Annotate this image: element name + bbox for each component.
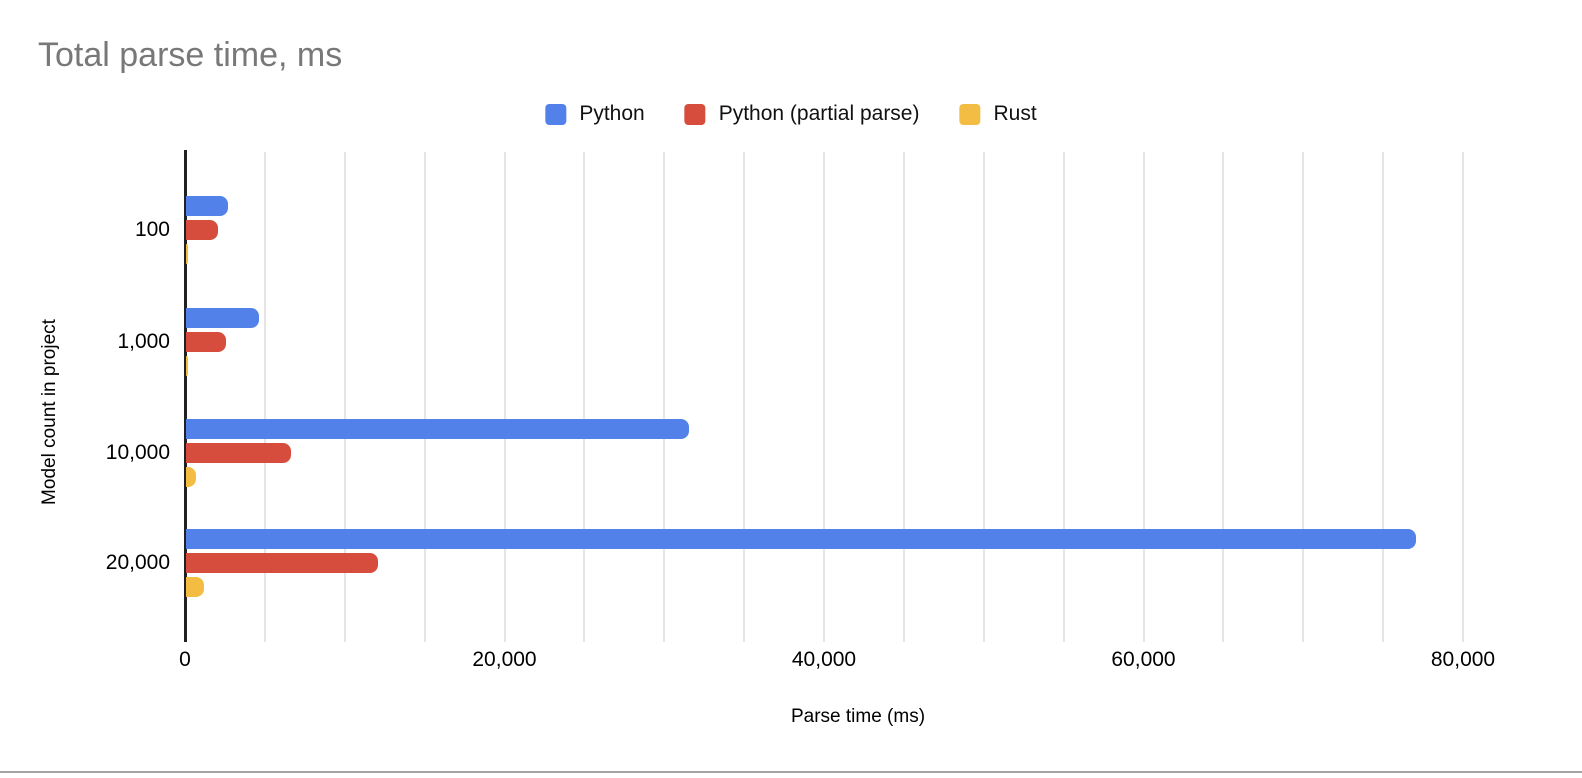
gridline bbox=[1302, 152, 1305, 642]
gridline bbox=[423, 152, 426, 642]
legend-item: Python (partial parse) bbox=[684, 102, 920, 126]
legend-item: Python bbox=[545, 102, 645, 126]
bar-python-partial-parse-10000 bbox=[186, 443, 292, 463]
chart-title: Total parse time, ms bbox=[38, 36, 343, 74]
x-tick-label: 40,000 bbox=[791, 648, 857, 671]
x-tick-label: 0 bbox=[179, 648, 191, 671]
x-tick-label: 80,000 bbox=[1430, 648, 1496, 671]
gridline bbox=[823, 152, 825, 642]
x-axis-title: Parse time (ms) bbox=[790, 706, 926, 727]
page-divider bbox=[0, 771, 1582, 773]
y-category-label: 10,000 bbox=[105, 441, 170, 464]
y-axis-title: Model count in project bbox=[39, 319, 60, 505]
bar-python-partial-parse-1000 bbox=[186, 332, 226, 352]
legend-label: Python (partial parse) bbox=[718, 102, 920, 125]
y-category-label: 1,000 bbox=[117, 330, 170, 353]
bar-rust-1000 bbox=[186, 356, 189, 376]
bar-rust-20000 bbox=[186, 577, 204, 597]
gridline bbox=[1462, 152, 1464, 642]
gridline bbox=[1142, 152, 1145, 642]
gridline bbox=[1382, 152, 1385, 642]
legend-swatch-icon bbox=[684, 103, 706, 125]
gridline bbox=[663, 152, 666, 642]
bar-rust-10000 bbox=[186, 467, 197, 487]
x-tick-label: 20,000 bbox=[472, 648, 537, 671]
y-axis-line bbox=[184, 150, 187, 642]
y-category-label: 20,000 bbox=[105, 551, 170, 574]
bar-python-10000 bbox=[186, 419, 690, 439]
gridline bbox=[743, 152, 746, 642]
bar-python-20000 bbox=[186, 529, 1417, 549]
legend-item: Rust bbox=[959, 102, 1037, 126]
bar-python-1000 bbox=[186, 308, 260, 328]
y-category-label: 100 bbox=[134, 218, 170, 241]
gridline bbox=[503, 152, 506, 642]
bar-python-100 bbox=[186, 196, 228, 216]
bar-python-partial-parse-20000 bbox=[186, 553, 378, 573]
gridline bbox=[263, 152, 266, 642]
x-tick-label: 60,000 bbox=[1111, 648, 1176, 671]
bar-rust-100 bbox=[186, 244, 188, 264]
legend: Python Python (partial parse) Rust bbox=[545, 102, 1037, 126]
bar-python-partial-parse-100 bbox=[186, 220, 218, 240]
gridline bbox=[982, 152, 985, 642]
legend-swatch-icon bbox=[959, 103, 981, 125]
gridline bbox=[902, 152, 905, 642]
gridline bbox=[1062, 152, 1065, 642]
gridline bbox=[583, 152, 586, 642]
legend-swatch-icon bbox=[545, 103, 567, 125]
legend-label: Python bbox=[579, 102, 645, 125]
gridline bbox=[343, 152, 346, 642]
legend-label: Rust bbox=[993, 102, 1037, 125]
gridline bbox=[1222, 152, 1225, 642]
